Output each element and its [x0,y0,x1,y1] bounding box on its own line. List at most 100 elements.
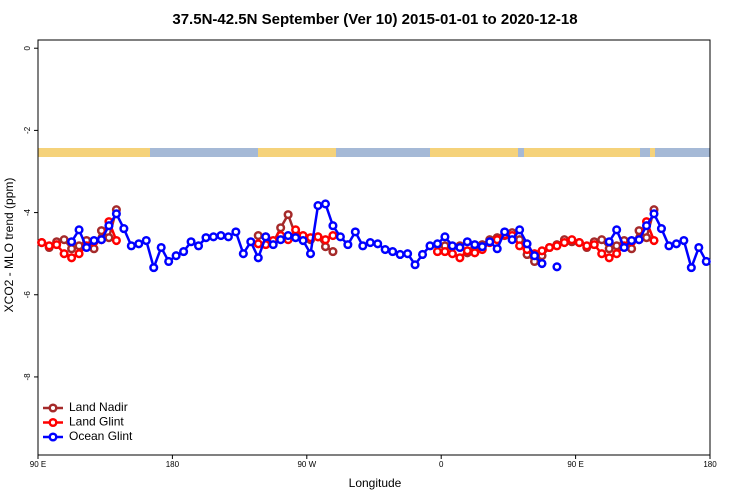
data-point [515,225,525,235]
data-point [537,246,547,256]
data-point [477,242,487,252]
data-point [96,235,107,245]
data-point [104,233,114,243]
y-tick-label: -6 [23,291,32,299]
data-point [298,235,308,246]
data-point [432,239,443,249]
x-tick-label: 180 [166,460,180,469]
y-axis-title: XCO2 - MLO trend (ppm) [2,178,16,313]
plot-frame [37,39,711,456]
legend-label: Ocean Glint [69,429,133,443]
data-point [388,247,398,257]
data-point [343,240,353,250]
data-point [604,253,614,263]
data-point [37,238,47,248]
data-point [485,237,495,247]
data-point [74,225,84,235]
data-point [649,209,659,219]
data-point [261,232,271,242]
data-point [552,262,562,272]
x-tick-label: 180 [703,460,717,469]
y-tick-label: -8 [23,373,32,381]
data-point [679,235,689,246]
data-point [604,244,614,254]
data-point [179,247,189,257]
data-point [149,263,159,273]
data-point [313,232,323,242]
chart-title: 37.5N-42.5N September (Ver 10) 2015-01-0… [172,11,577,28]
data-point [500,227,510,237]
data-point [574,238,584,248]
data-point [671,239,681,249]
data-point [634,235,644,245]
data-point [320,235,331,245]
data-point [492,244,502,254]
data-point [694,242,704,253]
data-point [552,241,562,251]
land-strip [258,148,336,157]
data-point [612,241,622,251]
data-point [619,242,629,253]
data-point [44,241,54,251]
data-point [111,235,121,246]
data-point [231,227,241,237]
data-point [59,249,69,259]
data-point [313,201,323,211]
data-point [425,241,435,251]
data-point [253,253,263,263]
data-point [156,242,166,253]
data-point [283,210,293,220]
data-point [597,235,607,245]
data-point [455,253,465,263]
land-sea-strip [38,148,710,157]
data-point [89,244,99,254]
y-tick-label: -2 [23,126,32,134]
data-point [171,251,181,261]
data-point [164,256,174,267]
data-point [627,235,637,246]
data-point [328,231,338,241]
data-point [567,235,577,245]
data-point [701,256,711,267]
data-point [604,237,614,247]
data-point [664,241,674,251]
data-point [119,224,129,234]
data-point [268,240,278,250]
data-point [447,241,457,251]
data-point [529,251,540,261]
x-tick-label: 0 [439,460,444,469]
data-point [246,237,256,247]
legend-marker [48,403,58,413]
land-strip [650,148,655,157]
data-point [291,225,301,235]
data-point [582,241,592,251]
data-point [649,235,659,246]
data-point [522,239,532,249]
data-point [440,232,450,242]
data-point [515,241,525,251]
data-point [126,241,136,251]
data-point [641,221,652,231]
land-strip [38,148,150,157]
data-point [417,249,428,260]
data-point [89,235,99,246]
data-point [201,233,211,243]
data-point [291,233,301,243]
data-point [216,231,226,241]
data-point [328,247,338,257]
x-axis-title: Longitude [349,476,402,490]
data-point [559,238,569,248]
data-point [238,249,248,259]
data-point [627,244,637,254]
data-point [104,221,114,231]
legend-marker [48,432,58,442]
data-point [74,249,84,259]
y-tick-label: -4 [23,208,32,216]
data-point [74,241,84,251]
data-point [544,242,555,253]
data-point [455,242,465,253]
data-point [380,245,390,255]
data-point [350,227,360,237]
data-point [186,237,196,247]
